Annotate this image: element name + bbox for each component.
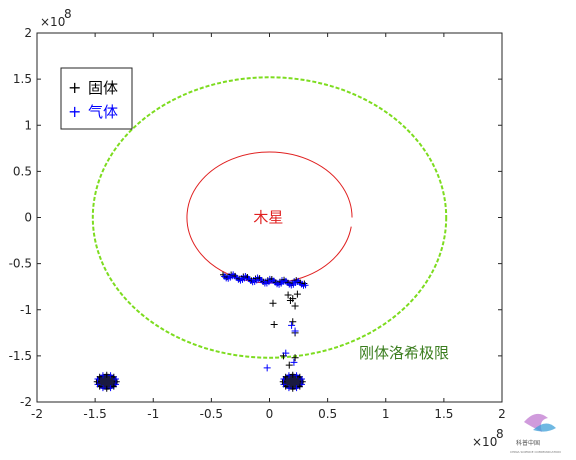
x-tick-label: -1.5: [83, 407, 106, 421]
data-point-gas: [263, 364, 271, 372]
cluster-marker: [99, 372, 106, 379]
axis-ticks: -2 -1.5 -1 -0.5 0 0.5 1 1.5 2 2 1.5 1 0.5 0 -0.5 -1 -1.5…: [9, 26, 506, 421]
y-tick-label: -2: [20, 395, 32, 409]
cluster-marker: [296, 383, 303, 390]
cluster-marker: [93, 378, 100, 385]
legend-label-solid: 固体: [88, 79, 118, 97]
y-tick-label: -0.5: [9, 257, 32, 271]
y-exponent-power: 8: [64, 7, 72, 21]
watermark-logo: 科普中国 CHINA SCIENCE COMMUNICATION: [510, 413, 561, 454]
cluster-marker: [293, 372, 300, 379]
data-point-solid: [291, 302, 299, 310]
y-exponent-base: ×10: [40, 15, 65, 29]
cluster-marker: [285, 385, 292, 392]
y-tick-label: 0: [24, 211, 32, 225]
cluster-marker: [285, 372, 292, 379]
clusters-layer: [93, 271, 309, 392]
y-tick-label: 2: [24, 26, 32, 40]
cluster-marker: [289, 385, 296, 392]
data-point-gas: [291, 327, 299, 335]
cluster-marker: [282, 373, 289, 380]
data-point-gas: [288, 321, 296, 329]
data-point-solid: [270, 321, 278, 329]
curve-jupiter-orbit: [186, 151, 353, 284]
data-point-gas: [282, 349, 290, 357]
cluster-marker: [279, 378, 286, 385]
cluster-marker: [293, 385, 300, 392]
curve-roche-limit: [91, 76, 448, 359]
legend-marker-solid: +: [68, 78, 81, 97]
cluster-marker: [94, 381, 101, 388]
cluster-marker: [99, 385, 106, 392]
x-tick-label: -0.5: [200, 407, 223, 421]
legend-marker-gas: +: [68, 102, 81, 121]
cluster-marker: [103, 385, 110, 392]
x-tick-label: 0.5: [318, 407, 337, 421]
x-tick-label: -2: [31, 407, 43, 421]
legend-box: [60, 67, 133, 130]
y-tick-label: 1.5: [13, 72, 32, 86]
y-tick-label: -1: [20, 303, 32, 317]
legend: + 固体 + 气体: [60, 67, 133, 130]
watermark-icon: [524, 413, 548, 432]
curves-layer: [91, 76, 448, 359]
watermark-text: 科普中国: [516, 439, 540, 447]
legend-label-gas: 气体: [88, 103, 118, 121]
x-tick-label: 1: [382, 407, 390, 421]
cluster-marker: [96, 373, 103, 380]
cluster-marker: [110, 383, 117, 390]
data-point-solid: [284, 291, 292, 299]
cluster-marker: [113, 378, 120, 385]
cluster-marker: [299, 378, 306, 385]
x-exponent-power: 8: [496, 427, 504, 441]
x-tick-label: 2: [498, 407, 506, 421]
x-tick-label: -1: [147, 407, 159, 421]
band-marker: [302, 282, 309, 289]
x-exponent-base: ×10: [472, 435, 497, 449]
data-point-solid: [289, 295, 297, 303]
watermark-subtext: CHINA SCIENCE COMMUNICATION: [510, 450, 561, 454]
y-tick-label: -1.5: [9, 349, 32, 363]
cluster-marker: [103, 371, 110, 378]
cluster-marker: [280, 381, 287, 388]
annotation-roche-limit: 刚体洛希极限: [359, 344, 449, 362]
cluster-marker: [112, 376, 119, 383]
cluster-marker: [289, 371, 296, 378]
data-point-solid: [289, 318, 297, 326]
x-tick-label: 1.5: [434, 407, 453, 421]
x-tick-label: 0: [266, 407, 274, 421]
watermark-icon-accent: [533, 423, 556, 432]
y-tick-label: 1: [24, 118, 32, 132]
data-point-solid: [269, 299, 277, 307]
points-layer: [263, 290, 301, 372]
cluster-blob: [95, 373, 118, 390]
annotation-jupiter: 木星: [253, 209, 283, 227]
data-point-solid: [293, 290, 301, 298]
data-point-solid: [291, 354, 299, 362]
data-point-solid: [285, 361, 293, 369]
cluster-marker: [298, 376, 305, 383]
data-point-gas: [290, 358, 298, 366]
cluster-blob: [281, 373, 304, 390]
cluster-marker: [107, 372, 114, 379]
cluster-marker: [107, 385, 114, 392]
y-tick-label: 0.5: [13, 164, 32, 178]
